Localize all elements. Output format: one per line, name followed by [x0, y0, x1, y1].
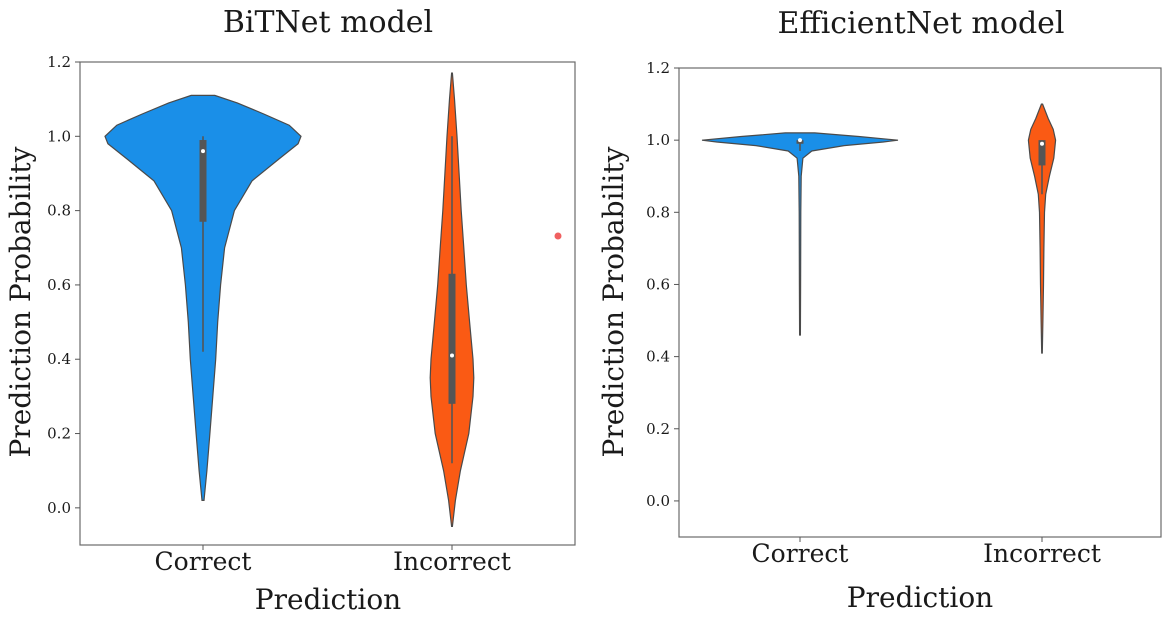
y-tick-label: 0.0: [646, 492, 670, 510]
x-axis-title: Prediction: [255, 583, 401, 616]
plot-area: 0.0 0.2 0.4 0.6 0.8 1.0 1.2 Correct Incorrect: [646, 59, 1162, 568]
y-tick-label: 0.2: [646, 420, 670, 438]
y-axis-title: Prediction Probability: [597, 146, 630, 457]
plot-area: 0.0 0.2 0.4 0.6 0.8 1.0 1.2 Correct Incorrect: [47, 53, 576, 576]
y-tick-label: 1.2: [47, 53, 71, 71]
y-tick-label: 1.2: [646, 59, 670, 77]
x-category-label: Correct: [155, 547, 252, 576]
y-tick-label: 0.8: [47, 202, 71, 220]
plot-frame: [79, 61, 576, 546]
violin-iqr-box: [448, 273, 456, 404]
chart-title: BiTNet model: [223, 5, 433, 40]
y-tick-label: 1.0: [646, 131, 670, 149]
x-axis-title: Prediction: [847, 581, 993, 614]
violin-correct: [701, 132, 899, 336]
chart-title: EfficientNet model: [778, 6, 1065, 41]
y-tick-label: 0.2: [47, 425, 71, 443]
violin-median-marker: [450, 353, 454, 358]
red-marker-dot: [554, 232, 562, 240]
violin-iqr-box: [1038, 140, 1046, 166]
y-axis-title: Prediction Probability: [4, 146, 37, 457]
violin-incorrect: [1027, 103, 1057, 354]
violin-median-marker: [1040, 141, 1044, 146]
y-tick-label: 0.4: [646, 348, 670, 366]
x-category-label: Incorrect: [983, 539, 1101, 568]
violin-median-marker: [201, 149, 205, 154]
y-tick-label: 0.6: [47, 276, 71, 294]
y-tick-label: 1.0: [47, 127, 71, 145]
y-tick-label: 0.6: [646, 275, 670, 293]
violin-median-marker: [798, 138, 802, 143]
y-tick-label: 0.4: [47, 350, 71, 368]
chart-efficientnet: EfficientNet model Prediction Probabilit…: [597, 6, 1162, 614]
x-category-label: Correct: [752, 539, 849, 568]
x-category-label: Incorrect: [393, 547, 511, 576]
chart-bitnet: BiTNet model Prediction Probability Pred…: [4, 5, 576, 616]
violin-iqr-box: [199, 140, 207, 222]
y-tick-label: 0.8: [646, 203, 670, 221]
y-tick-label: 0.0: [47, 499, 71, 517]
plot-frame: [678, 67, 1162, 538]
